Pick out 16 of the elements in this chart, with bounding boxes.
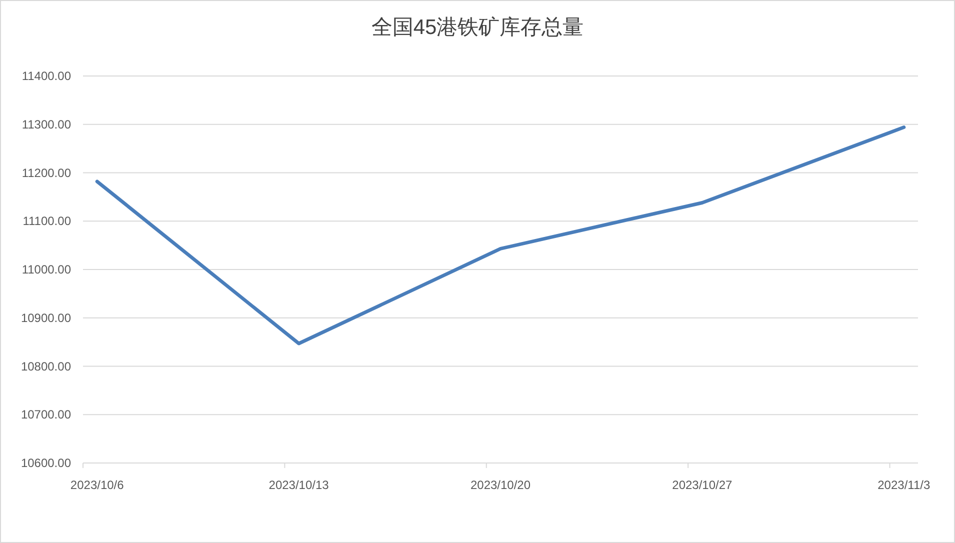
y-tick-label: 11300.00: [22, 117, 72, 132]
x-tick-label: 2023/10/20: [470, 478, 531, 492]
y-tick-label: 10600.00: [20, 456, 72, 470]
chart-title: 全国45港铁矿库存总量: [371, 16, 584, 39]
y-tick-label: 10800.00: [20, 359, 72, 374]
x-tick-label: 2023/10/6: [70, 478, 124, 492]
y-tick-label: 11200.00: [22, 166, 72, 180]
y-tick-label: 11400.00: [22, 69, 72, 83]
x-tick-label: 2023/11/3: [878, 478, 930, 492]
y-tick-label: 10700.00: [20, 408, 72, 422]
line-series: [95, 126, 906, 346]
y-tick-label: 11100.00: [22, 214, 72, 228]
y-tick-label: 10900.00: [20, 310, 72, 325]
x-tick-label: 2023/10/13: [268, 478, 330, 492]
x-tick-label: 2023/10/27: [672, 478, 733, 492]
y-tick-label: 11000.00: [22, 262, 72, 276]
